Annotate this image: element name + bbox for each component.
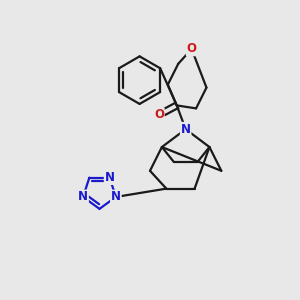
Text: O: O bbox=[187, 42, 196, 56]
Text: N: N bbox=[111, 190, 121, 203]
Text: N: N bbox=[181, 123, 191, 136]
Text: N: N bbox=[105, 171, 115, 184]
Text: N: N bbox=[78, 190, 88, 203]
Text: O: O bbox=[154, 108, 164, 122]
